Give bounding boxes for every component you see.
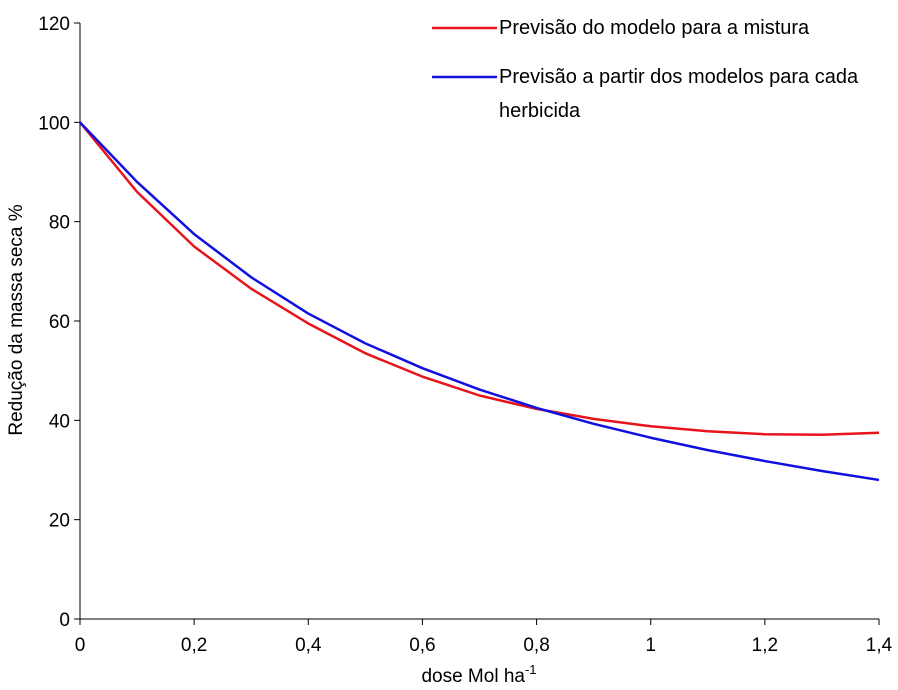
y-tick-label: 100	[38, 113, 70, 134]
x-axis-title-sup: -1	[525, 662, 537, 677]
x-tick-label: 0,8	[523, 635, 549, 656]
y-tick-label: 20	[49, 511, 70, 532]
x-tick-label: 1,2	[752, 635, 778, 656]
series-line	[79, 121, 880, 436]
x-axis-title-main: dose Mol ha	[421, 666, 525, 687]
x-axis-title: dose Mol ha-1	[421, 662, 536, 687]
y-tick-label: 0	[59, 610, 70, 631]
x-tick-label: 0,6	[409, 635, 435, 656]
legend-label: Previsão do modelo para a mistura	[499, 17, 810, 39]
y-tick-label: 120	[38, 14, 70, 35]
legend-label: Previsão a partir dos modelos para cada …	[499, 66, 859, 122]
x-tick-label: 1	[645, 635, 656, 656]
y-tick-label: 80	[49, 213, 70, 234]
x-tick-label: 0	[75, 635, 86, 656]
y-axis-title: Redução da massa seca %	[6, 204, 27, 435]
y-tick-label: 60	[49, 312, 70, 333]
x-tick-label: 0,4	[295, 635, 322, 656]
series-line	[79, 121, 880, 482]
x-tick-label: 0,2	[181, 635, 207, 656]
y-tick-label: 40	[49, 411, 70, 432]
x-tick-label: 1,4	[866, 635, 893, 656]
